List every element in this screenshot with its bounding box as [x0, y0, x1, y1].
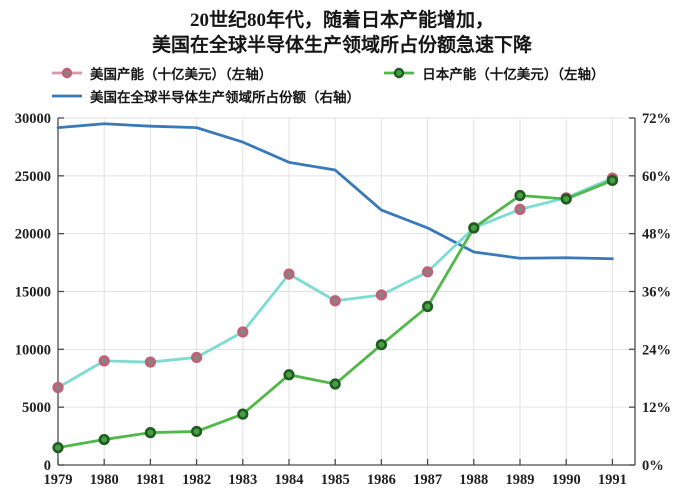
x-tick-label: 1985: [321, 472, 350, 488]
x-tick-label: 1986: [367, 472, 396, 488]
us-share-legend-marker-icon: [52, 89, 82, 103]
us-capacity-marker: [98, 355, 110, 367]
japan-capacity-marker: [606, 174, 619, 187]
us-capacity-marker: [283, 268, 295, 280]
legend-label-us-share: 美国在全球半导体生产领域所占份额（右轴）: [90, 89, 360, 105]
japan-capacity-marker: [329, 378, 341, 390]
legend-item-japan-capacity: 日本产能（十亿美元）（左轴）: [384, 63, 605, 83]
y-right-tick-label: 24%: [642, 342, 671, 358]
japan-capacity-marker: [144, 427, 156, 439]
japan-capacity-marker: [560, 193, 572, 205]
japan-capacity-legend-marker-icon: [384, 66, 415, 80]
legend-item-us-share: 美国在全球半导体生产领域所占份额（右轴）: [52, 86, 360, 106]
us-capacity-marker: [52, 381, 64, 394]
x-tick-label: 1990: [552, 472, 581, 488]
y-right-tick-label: 72%: [642, 111, 671, 127]
y-right-tick-label: 12%: [642, 400, 671, 416]
legend-row-2: 美国在全球半导体生产领域所占份额（右轴）: [52, 84, 605, 107]
us-capacity-marker: [191, 351, 203, 364]
japan-capacity-marker: [237, 408, 249, 420]
x-tick-label: 1982: [182, 472, 211, 488]
us-capacity-marker: [329, 295, 341, 307]
chart-title: 20世纪80年代，随着日本产能增加， 美国在全球半导体生产领域所占份额急速下降: [0, 8, 684, 58]
x-tick-label: 1981: [136, 472, 165, 488]
us-capacity-marker: [422, 266, 434, 278]
axes: [57, 117, 636, 466]
x-tick-label: 1989: [506, 472, 535, 488]
y-right-tick-label: 0%: [642, 458, 664, 474]
chart-title-line1: 20世纪80年代，随着日本产能增加，: [189, 10, 494, 31]
japan-capacity-marker: [375, 339, 388, 351]
japan-capacity-marker: [514, 189, 526, 202]
japan-capacity-marker: [468, 222, 480, 234]
us-share-legend-glyph: [52, 94, 82, 97]
y-right-tick-label: 48%: [642, 227, 671, 243]
japan-capacity-markers: [52, 174, 619, 454]
legend-circle-marker-icon: [61, 67, 73, 78]
legend-circle-marker-icon: [394, 67, 405, 78]
y-left-tick-label: 0: [44, 458, 51, 474]
y-left-tick-label: 20000: [15, 227, 51, 243]
y-left-tick-label: 30000: [15, 111, 51, 127]
japan-capacity-marker: [98, 433, 110, 446]
japan-capacity-marker: [191, 425, 203, 438]
legend-row-1: 美国产能（十亿美元）（左轴） 日本产能（十亿美元）（左轴）: [52, 61, 605, 84]
us-share-line: [56, 122, 614, 261]
x-tick-label: 1984: [275, 472, 304, 488]
us-capacity-legend-glyph: [52, 67, 82, 78]
x-tick-label: 1988: [459, 472, 488, 488]
y-left-tick-label: 5000: [22, 400, 51, 416]
x-tick-label: 1987: [413, 472, 442, 488]
us-capacity-marker: [237, 326, 249, 338]
us-capacity-marker: [144, 356, 156, 368]
y-right-tick-label: 36%: [642, 285, 671, 301]
us-capacity-legend-marker-icon: [52, 66, 82, 80]
legend: 美国产能（十亿美元）（左轴） 日本产能（十亿美元）（左轴） 美国在全球半导体生产…: [52, 61, 605, 107]
y-left-tick-label: 10000: [15, 342, 51, 358]
x-tick-label: 1991: [598, 472, 627, 488]
legend-label-us-capacity: 美国产能（十亿美元）（左轴）: [90, 66, 273, 82]
axis-labels: 0 5000 10000 15000 20000 25000 30000 0% 12% 24% 36…: [15, 111, 671, 488]
legend-item-us-capacity: 美国产能（十亿美元）（左轴）: [52, 63, 272, 83]
japan-capacity-marker: [422, 300, 434, 313]
gridlines: [57, 117, 635, 466]
chart-title-line2: 美国在全球半导体生产领域所占份额急速下降: [151, 35, 532, 56]
x-tick-label: 1979: [44, 472, 73, 488]
japan-capacity-legend-glyph: [384, 67, 415, 78]
japan-capacity-marker: [52, 442, 64, 454]
y-left-tick-label: 15000: [15, 285, 51, 301]
y-right-tick-label: 60%: [642, 169, 671, 185]
us-capacity-marker: [375, 289, 388, 301]
y-left-tick-label: 25000: [15, 169, 51, 185]
legend-label-japan-capacity: 日本产能（十亿美元）（左轴）: [422, 66, 605, 82]
us-capacity-marker: [514, 203, 526, 215]
x-tick-label: 1980: [90, 472, 119, 488]
x-tick-label: 1983: [228, 472, 257, 488]
japan-capacity-marker: [283, 369, 295, 381]
